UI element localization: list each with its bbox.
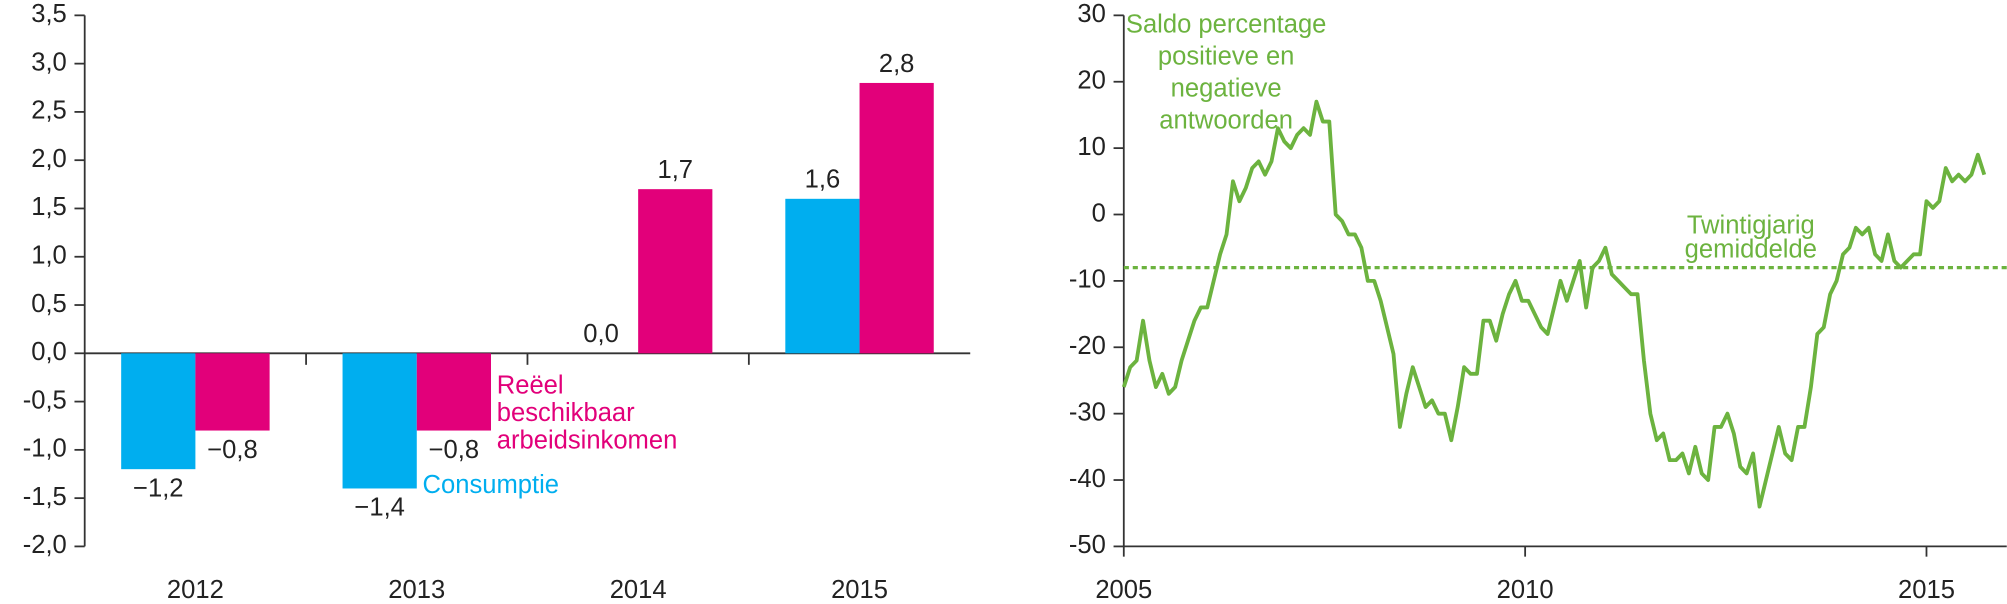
x-tick-label: 2005 <box>1095 576 1152 604</box>
series-label-line: beschikbaar <box>497 399 642 427</box>
y-tick-label: -2,0 <box>23 531 67 559</box>
series-label-line: Reëel <box>497 371 571 399</box>
x-tick-label: 2010 <box>1497 576 1554 604</box>
value-label: −1,2 <box>133 474 184 502</box>
line-series <box>1121 99 1987 509</box>
y-tick-label: 0,5 <box>31 290 67 318</box>
bar <box>859 82 934 354</box>
annotation: negatieve <box>1171 74 1282 102</box>
y-tick-label: 2,5 <box>31 97 67 125</box>
y-tick-label: 1,0 <box>31 242 67 270</box>
y-tick-label: 20 <box>1077 67 1105 95</box>
y-tick-label: -40 <box>1069 465 1106 493</box>
reference-label: Twintigjarig <box>1687 211 1815 239</box>
y-tick-label: -10 <box>1069 266 1106 294</box>
bar <box>195 353 270 431</box>
y-tick-label: 0,0 <box>31 338 67 366</box>
x-tick-label: 2014 <box>610 576 667 604</box>
series-label-line: arbeidsinkomen <box>497 426 678 454</box>
annotation: antwoorden <box>1159 106 1293 134</box>
series-label: Consumptie <box>423 471 559 499</box>
bar <box>416 353 491 431</box>
y-tick-label: -50 <box>1069 531 1106 559</box>
y-tick-label: 0 <box>1092 199 1106 227</box>
bar <box>121 353 196 470</box>
bar <box>638 189 713 354</box>
y-tick-label: 2,0 <box>31 145 67 173</box>
value-label: 0,0 <box>583 320 619 348</box>
x-tick-label: 2012 <box>167 576 224 604</box>
value-label: 1,6 <box>805 166 841 194</box>
bar <box>342 353 417 489</box>
x-tick-label: 2015 <box>831 576 888 604</box>
y-tick-label: -1,0 <box>23 435 67 463</box>
y-tick-label: 3,0 <box>31 48 67 76</box>
y-tick-label: 10 <box>1077 133 1105 161</box>
y-tick-label: -30 <box>1069 398 1106 426</box>
value-label: −1,4 <box>354 494 405 522</box>
annotation: Saldo percentage <box>1126 10 1327 38</box>
value-label: −0,8 <box>429 436 480 464</box>
bar <box>785 198 860 354</box>
y-tick-label: -20 <box>1069 332 1106 360</box>
value-label: 1,7 <box>657 156 693 184</box>
y-tick-label: 30 <box>1077 0 1105 28</box>
y-tick-label: -1,5 <box>23 483 67 511</box>
value-label: −0,8 <box>207 436 258 464</box>
y-tick-label: -0,5 <box>23 386 67 414</box>
x-tick-label: 2015 <box>1898 576 1955 604</box>
reference-label: gemiddelde <box>1685 236 1817 264</box>
annotation: positieve en <box>1158 42 1295 70</box>
value-label: 2,8 <box>879 50 915 78</box>
y-tick-label: 3,5 <box>31 0 67 28</box>
y-tick-label: 1,5 <box>31 193 67 221</box>
x-tick-label: 2013 <box>388 576 445 604</box>
series-label: Reëel beschikbaar arbeidsinkomen <box>497 371 678 454</box>
